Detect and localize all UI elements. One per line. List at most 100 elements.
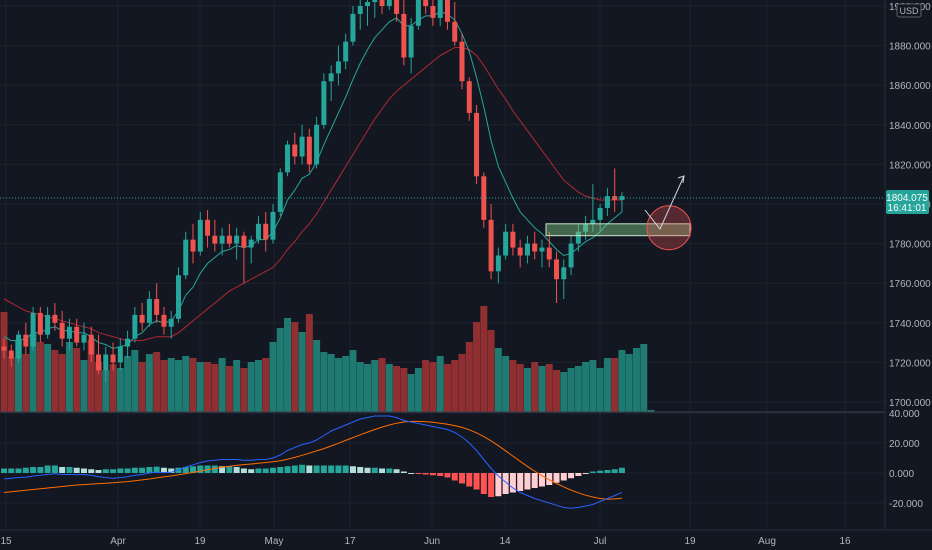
macd-histogram-bar [415, 473, 422, 474]
macd-histogram-bar [291, 465, 298, 473]
candle-body [568, 243, 574, 268]
volume-bar [109, 364, 117, 412]
macd-histogram-bar [233, 467, 240, 473]
candle-body [52, 314, 58, 323]
price-tick-label: 1740.000 [889, 319, 931, 330]
macd-histogram-bar [277, 467, 284, 473]
candle-body [161, 314, 167, 327]
arrow-head [677, 175, 685, 184]
volume-bars [0, 306, 655, 412]
macd-histogram-bar [240, 468, 247, 473]
macd-histogram-bar [575, 473, 582, 476]
time-tick-label: Jun [424, 536, 440, 547]
candle-body [401, 13, 407, 58]
candle-body [408, 25, 414, 58]
macd-histogram-bar [117, 468, 124, 473]
volume-bar [545, 364, 553, 412]
macd-tick-label: 40.000 [889, 409, 920, 420]
candle-body [503, 231, 509, 256]
time-axis[interactable]: 15 Apr 19 May 17 Jun 14 Jul 19 Aug 16 [0, 536, 851, 547]
candle-body [292, 144, 298, 157]
volume-bar [480, 306, 488, 412]
macd-histogram-bar [59, 467, 66, 473]
candle-body [394, 0, 400, 14]
macd-histogram-bar [320, 465, 327, 473]
macd-histogram-bar [611, 469, 618, 473]
macd-histogram-bar [255, 468, 262, 473]
volume-bar [334, 358, 342, 412]
volume-bar [327, 354, 335, 412]
candle-body [212, 235, 218, 244]
volume-bar [233, 360, 241, 412]
candle-body [183, 239, 189, 276]
macd-histogram-bar [524, 473, 531, 490]
volume-bar [95, 362, 103, 412]
candle-body [430, 6, 436, 18]
price-tick-label: 1880.000 [889, 42, 931, 53]
volume-bar [269, 342, 277, 412]
price-tick-label: 1700.000 [889, 398, 931, 409]
volume-bar [422, 360, 430, 412]
volume-bar [276, 328, 284, 412]
candle-body [270, 211, 276, 240]
volume-bar [342, 356, 350, 412]
candle-body [117, 346, 123, 363]
volume-bar [349, 350, 357, 412]
candle-body [488, 219, 494, 272]
price-tick-label: 1840.000 [889, 121, 931, 132]
candle-body [532, 243, 538, 252]
volume-bar [371, 360, 379, 412]
volume-bar [262, 358, 270, 412]
volume-bar [124, 356, 132, 412]
target-circle [646, 205, 692, 251]
projection-arrow [644, 175, 685, 230]
candle-body [583, 223, 589, 232]
macd-histogram-bar [131, 467, 138, 473]
candle-body [248, 239, 254, 248]
volume-bar [313, 340, 321, 412]
macd-histogram-bar [509, 473, 516, 493]
volume-bar [116, 368, 124, 412]
macd-histogram-bar [495, 473, 502, 497]
volume-bar [138, 362, 146, 412]
candle-body [612, 196, 618, 201]
volume-bar [473, 322, 481, 412]
volume-bar [603, 358, 611, 412]
macd-tick-label: -20.000 [889, 499, 923, 510]
volume-bar [167, 358, 175, 412]
macd-histogram-bar [190, 466, 197, 473]
volume-bar [596, 368, 604, 412]
volume-bar [443, 364, 451, 412]
volume-bar [254, 360, 262, 412]
candle-body [255, 223, 261, 240]
macd-histogram-bar [88, 469, 95, 473]
macd-histogram-bar [44, 465, 51, 473]
macd-histogram-bar [459, 473, 466, 484]
volume-bar [102, 370, 110, 412]
volume-bar [582, 362, 590, 412]
candle-body [234, 235, 240, 244]
volume-bar [298, 332, 306, 412]
candle-body [466, 81, 472, 113]
macd-tick-label: 20.000 [889, 439, 920, 450]
macd-histogram-bar [488, 473, 495, 497]
volume-bar [218, 358, 226, 412]
volume-bar [647, 410, 655, 412]
candle-body [444, 0, 450, 22]
candle-body [554, 259, 560, 280]
candle-body [590, 219, 596, 224]
macd-histogram-bar [502, 473, 509, 494]
currency-badge[interactable]: USD [896, 3, 922, 18]
macd-histogram-bar [328, 465, 335, 473]
macd-histogram-bar [517, 473, 524, 491]
macd-histogram-bar [451, 473, 458, 481]
candle-body [314, 124, 320, 165]
support-zone[interactable] [545, 175, 692, 251]
countdown-timer: 16:41:01 [888, 203, 927, 214]
candle-body [110, 354, 116, 363]
macd-signal-path [3, 420, 622, 500]
candlesticks[interactable] [1, 0, 625, 383]
volume-bar [153, 352, 161, 412]
macd-histogram-bar [349, 466, 356, 473]
